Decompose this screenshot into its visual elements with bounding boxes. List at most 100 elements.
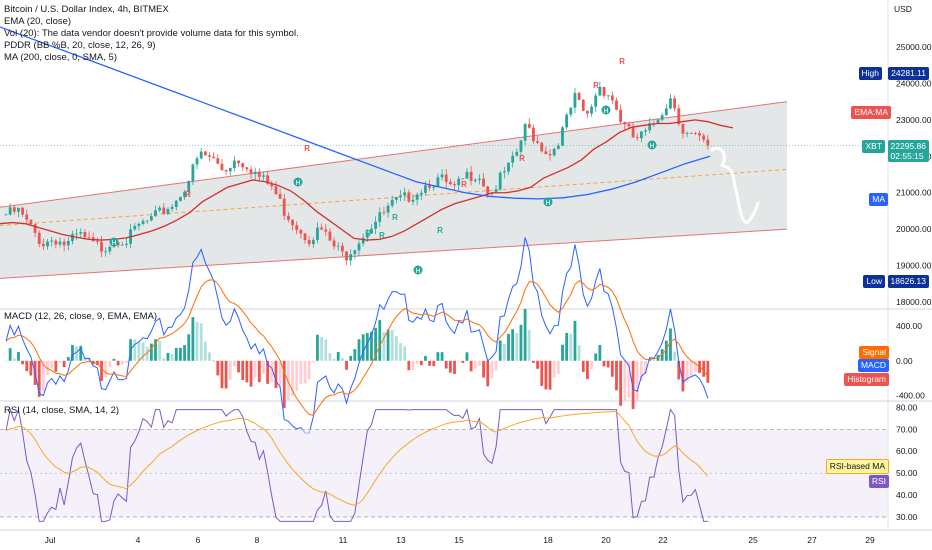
ma-legend[interactable]: MA (200, close, 0, SMA, 5): [4, 52, 117, 63]
macd-histogram-bar: [623, 360, 627, 402]
candle-body: [631, 126, 635, 138]
macd-histogram-bar: [216, 360, 220, 376]
macd-histogram-bar: [287, 360, 290, 401]
rsi-ma-line: [5, 410, 709, 506]
candle-body: [556, 145, 560, 149]
macd-histogram-bar: [590, 360, 593, 370]
candle-body: [394, 197, 398, 200]
macd-histogram-bar: [689, 360, 693, 377]
candle-body: [174, 200, 178, 207]
high-value-badge: 24281.11: [888, 67, 929, 80]
candle-body: [87, 237, 91, 239]
macd-histogram-bar: [345, 360, 348, 370]
macd-histogram-bar: [619, 360, 623, 406]
price-tick-label: 20000.00: [896, 224, 932, 234]
macd-histogram-bar: [295, 360, 299, 392]
xbt-price: 22295.86: [890, 141, 926, 151]
candle-body: [457, 178, 461, 186]
macd-histogram-bar: [640, 360, 643, 381]
candle-body: [461, 178, 465, 180]
macd-histogram-bar: [199, 323, 203, 361]
macd-histogram-bar: [37, 360, 41, 397]
macd-histogram-bar: [166, 352, 170, 361]
candle-body: [378, 212, 382, 222]
candle-body: [399, 195, 402, 198]
candle-body: [332, 240, 336, 247]
candle-body: [4, 214, 8, 216]
vol-legend[interactable]: Vol (20): The data vendor doesn't provid…: [4, 28, 299, 39]
macd-histogram-bar: [390, 329, 394, 361]
time-tick-label: 4: [136, 535, 141, 545]
macd-legend[interactable]: MACD (12, 26, close, 9, EMA, EMA): [4, 311, 158, 322]
macd-histogram-bar: [685, 360, 689, 383]
macd-histogram-bar: [461, 360, 465, 363]
macd-histogram-bar: [444, 360, 448, 369]
candle-body: [50, 240, 54, 242]
macd-histogram-bar: [324, 339, 328, 361]
macd-histogram-bar: [702, 360, 706, 377]
time-tick-label: 13: [396, 535, 406, 545]
macd-histogram-bar: [41, 360, 45, 392]
macd-histogram-bar: [162, 358, 166, 361]
candle-body: [316, 227, 319, 240]
candle-body: [586, 110, 589, 114]
indicator-lines: [0, 26, 760, 241]
macd-histogram-bar: [208, 352, 211, 361]
rsi-tick-label: 30.00: [896, 512, 918, 522]
candle-body: [274, 186, 278, 195]
macd-histogram-bar: [569, 333, 573, 361]
symbol-title[interactable]: Bitcoin / U.S. Dollar Index, 4h, BITMEX: [4, 4, 169, 15]
pddr-r-marker: R: [379, 231, 385, 240]
price-tick-label: 24000.00: [896, 78, 932, 88]
macd-histogram-bar: [648, 359, 652, 361]
rsi-pane: [0, 407, 888, 522]
candle-body: [552, 148, 556, 156]
macd-histogram-bar: [370, 331, 373, 361]
macd-histogram-bar: [407, 360, 411, 371]
macd-histogram-bar: [523, 308, 527, 361]
rsi-legend[interactable]: RSI (14, close, SMA, 14, 2): [4, 405, 120, 416]
candle-body: [58, 241, 62, 245]
candle-body: [515, 151, 519, 156]
pddr-r-marker: R: [519, 154, 525, 163]
macd-histogram-bar: [552, 360, 556, 378]
candle-body: [428, 185, 431, 188]
candle-body: [577, 93, 581, 100]
pddr-h-marker: [601, 105, 611, 115]
macd-histogram-bar: [378, 320, 382, 361]
candle-body: [220, 163, 224, 171]
candle-body: [158, 207, 162, 211]
macd-histogram-bar: [141, 342, 145, 361]
candle-body: [278, 194, 282, 199]
candle-body: [664, 108, 668, 116]
macd-histogram-bar: [274, 360, 278, 388]
candle-body: [41, 243, 45, 247]
candle-body: [8, 207, 12, 215]
candle-body: [594, 95, 598, 107]
candle-body: [71, 234, 74, 242]
macd-histogram-bar: [440, 352, 444, 361]
channel-upper-line: [0, 101, 788, 208]
candle-body: [12, 207, 16, 212]
macd-histogram-bar: [494, 360, 498, 371]
pddr-h-label: H: [603, 108, 608, 115]
pddr-h-label: H: [415, 268, 420, 275]
macd-histogram-bar: [411, 360, 415, 370]
candle-body: [382, 212, 386, 214]
candle-body: [681, 124, 685, 134]
pddr-legend[interactable]: PDDR (BB %B, 20, close, 12, 26, 9): [4, 40, 156, 51]
macd-histogram-bar: [224, 360, 228, 389]
macd-histogram-bar: [187, 334, 191, 361]
macd-histogram-bar: [598, 345, 602, 361]
candle-body: [17, 207, 20, 212]
candle-body: [453, 184, 456, 186]
candle-body: [349, 254, 353, 261]
ma-200-line: [0, 26, 711, 200]
ema-legend[interactable]: EMA (20, close): [4, 16, 72, 27]
candle-body: [482, 178, 485, 187]
pddr-r-marker: R: [593, 81, 599, 90]
ema-20-line: [0, 119, 734, 241]
candle-body: [627, 124, 631, 127]
